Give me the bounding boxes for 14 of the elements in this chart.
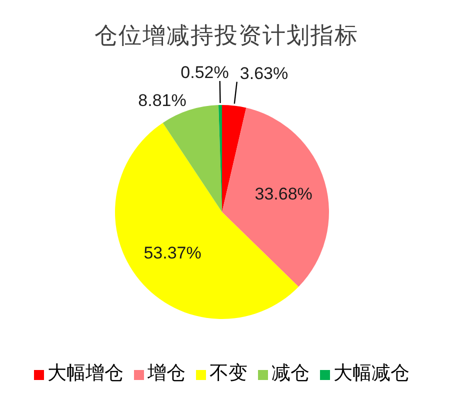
pie-slice [222,105,246,212]
chart-title: 仓位增减持投资计划指标 [94,21,360,50]
legend-label: 增仓 [148,363,186,384]
legend-label: 不变 [210,363,248,384]
legend-label: 减仓 [272,363,310,384]
data-label: 0.52% [180,63,229,82]
pie-slice [162,105,222,212]
data-label: 53.37% [144,243,202,262]
data-label: 33.68% [254,184,312,204]
data-label: 3.63% [240,64,288,83]
data-label: 8.81% [138,91,186,110]
pie-slice [222,108,329,287]
legend-label: 大幅增仓 [48,363,124,384]
legend-label: 大幅减仓 [334,363,410,384]
